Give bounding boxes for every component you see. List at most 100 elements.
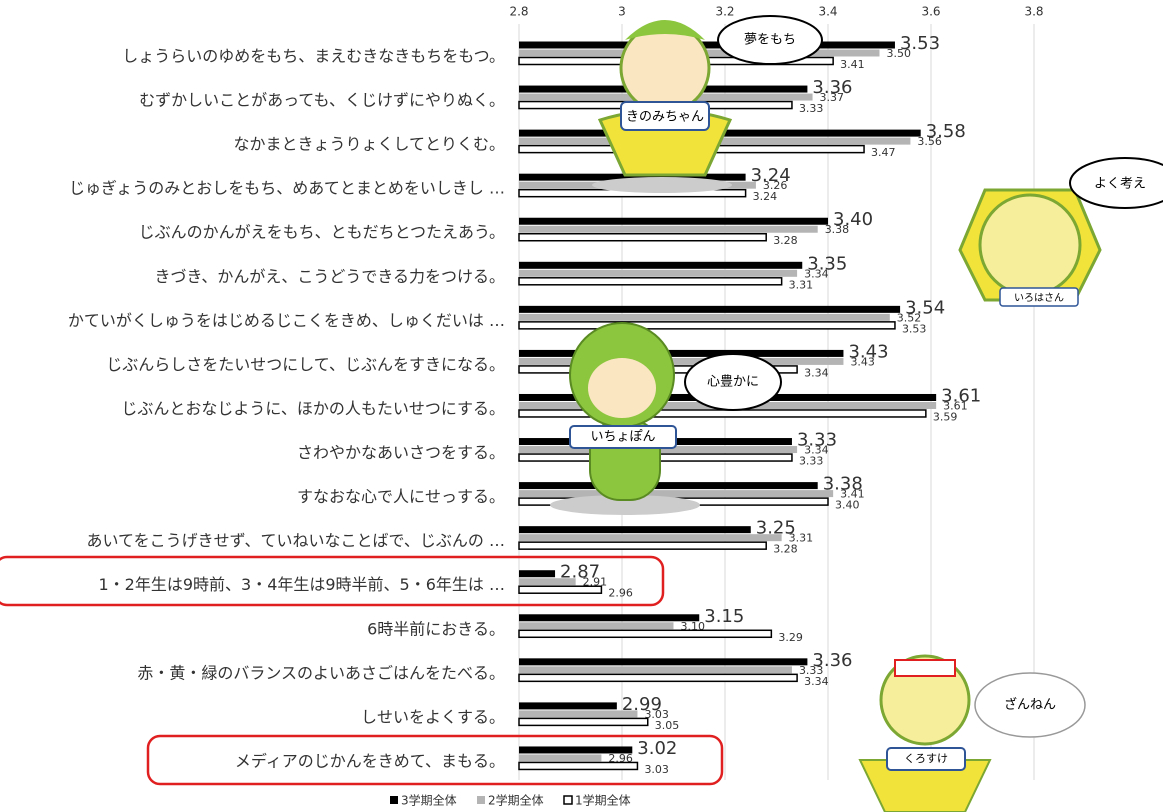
value-label: 3.38 [825, 223, 850, 236]
head [980, 195, 1080, 295]
y-tick-label: なかまときょうりょくしてとりくむ。 [233, 135, 505, 154]
x-tick-label: 3.4 [818, 5, 837, 19]
mascot-kurosuke: くろすけ ざんねん [860, 656, 1085, 812]
legend-swatch [564, 796, 572, 804]
value-label: 3.34 [804, 366, 829, 379]
y-tick-label: かていがくしゅうをはじめるじこくをきめ、しゅくだいは … [68, 311, 505, 330]
legend-label: 1学期全体 [575, 793, 631, 808]
bar [519, 226, 818, 233]
y-tick-label: 6時半前におきる。 [367, 619, 505, 638]
headband [895, 660, 955, 676]
chart: 2.8 3 3.2 3.4 3.6 3.8 しょうらいのゆめをもち、まえむきなきもちをもつ… [0, 0, 1163, 812]
value-label: 3.31 [789, 278, 814, 291]
mascot-name: いちょぽん [590, 430, 655, 445]
bubble-text: よく考え [1094, 177, 1146, 192]
bar [519, 622, 674, 629]
value-label: 3.33 [799, 102, 824, 115]
y-tick-label: むずかしいことがあっても、くじけずにやりぬく。 [139, 91, 505, 110]
bars: しょうらいのゆめをもち、まえむきなきもちをもつ。 3.53 3.50 3.41 むずかし… [68, 33, 981, 776]
bar [519, 262, 802, 269]
legend-label: 3学期全体 [401, 793, 457, 808]
value-label: 3.29 [778, 631, 803, 644]
shadow [592, 177, 732, 193]
bar [519, 410, 926, 417]
x-tick-label: 2.8 [509, 5, 528, 19]
value-label: 3.40 [835, 499, 860, 512]
value-label: 3.59 [933, 410, 958, 423]
bubble-text: 夢をもち [744, 33, 796, 48]
bar [519, 666, 792, 673]
bar [519, 702, 617, 709]
bar [519, 358, 843, 365]
y-tick-label: じぶんらしさをたいせつにして、じぶんをすきになる。 [106, 355, 505, 374]
legend-label: 2学期全体 [488, 793, 544, 808]
face [588, 358, 656, 418]
y-tick-label: じゅぎょうのみとおしをもち、めあてとまとめをいしきし … [69, 179, 505, 198]
bar [519, 542, 766, 549]
bar [519, 710, 637, 717]
y-tick-label: しせいをよくする。 [361, 707, 505, 726]
bar [519, 234, 766, 241]
bar [519, 218, 828, 225]
value-label: 3.56 [917, 135, 942, 148]
bar [519, 674, 797, 681]
value-label: 3.28 [773, 543, 798, 556]
bar [519, 482, 818, 489]
y-tick-label: じぶんのかんがえをもち、ともだちとつたえあう。 [139, 223, 505, 242]
legend-swatch [390, 796, 398, 804]
mascot-name: きのみちゃん [626, 110, 704, 125]
bar [519, 322, 895, 329]
bar [519, 578, 576, 585]
value-label: 3.15 [704, 606, 744, 627]
x-tick-label: 3 [618, 5, 626, 19]
x-tick-label: 3.6 [921, 5, 940, 19]
mascot-name: くろすけ [904, 752, 948, 765]
bar [519, 658, 807, 665]
bar [519, 630, 771, 637]
bar [519, 534, 782, 541]
bar [519, 718, 648, 725]
bar [519, 306, 900, 313]
value-label: 3.03 [644, 763, 669, 776]
value-label: 3.33 [799, 455, 824, 468]
bubble-text: 心豊かに [707, 375, 759, 390]
bar [519, 526, 751, 533]
bar [519, 614, 699, 621]
x-tick-label: 3.2 [715, 5, 734, 19]
value-label: 3.50 [887, 47, 912, 60]
value-label: 3.24 [753, 190, 778, 203]
y-tick-label: メディアのじかんをきめて、まもる。 [235, 751, 505, 770]
legend: 3学期全体 2学期全体 1学期全体 [390, 793, 631, 808]
bar [519, 270, 797, 277]
bar [519, 586, 601, 593]
value-label: 3.05 [655, 719, 680, 732]
bubble-text: ざんねん [1004, 697, 1056, 713]
y-tick-label: じぶんとおなじように、ほかの人もたいせつにする。 [121, 399, 505, 418]
y-tick-label: 1・2年生は9時前、3・4年生は9時半前、5・6年生は … [98, 575, 505, 594]
bar [519, 278, 782, 285]
x-tick-label: 3.8 [1024, 5, 1043, 19]
y-tick-label: きづき、かんがえ、こうどうできる力をつける。 [154, 267, 505, 286]
mascot-iroha: いろはさん よく考え [960, 158, 1163, 306]
value-label: 2.96 [608, 587, 633, 600]
value-label: 3.53 [902, 322, 927, 335]
y-tick-label: すなおな心で人にせっする。 [297, 487, 505, 506]
value-label: 3.02 [637, 738, 677, 759]
y-tick-label: 赤・黄・緑のバランスのよいあさごはんをたべる。 [137, 663, 505, 682]
mascot-name: いろはさん [1014, 292, 1064, 304]
bar [519, 350, 843, 357]
value-label: 3.47 [871, 146, 896, 159]
value-label: 3.28 [773, 234, 798, 247]
value-label: 3.34 [804, 675, 829, 688]
bar [519, 490, 833, 497]
y-tick-label: しょうらいのゆめをもち、まえむきなきもちをもつ。 [122, 47, 505, 66]
y-tick-label: あいてをこうげきせず、ていねいなことばで、じぶんの … [86, 531, 505, 550]
value-label: 3.41 [840, 58, 865, 71]
bar [519, 754, 601, 761]
bar [519, 570, 555, 577]
legend-swatch [477, 796, 485, 804]
bar [519, 42, 895, 49]
bar [519, 762, 637, 769]
y-tick-label: さわやかなあいさつをする。 [297, 443, 505, 462]
bar [519, 314, 890, 321]
